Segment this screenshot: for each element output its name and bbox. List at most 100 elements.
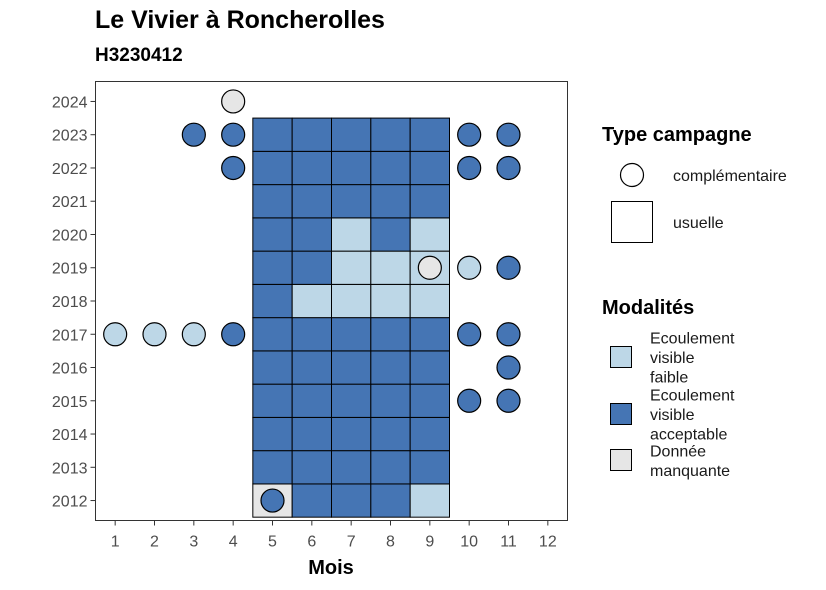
tile-2013-5 — [252, 450, 293, 485]
tile-2021-6 — [291, 184, 332, 219]
y-tick-label: 2013 — [52, 460, 88, 477]
tile-2014-5 — [252, 416, 293, 452]
tile-2021-7 — [331, 184, 372, 219]
y-tick-label: 2020 — [52, 227, 88, 244]
tile-2022-7 — [331, 150, 372, 186]
x-tick-label: 9 — [425, 534, 434, 551]
y-tick-label: 2024 — [52, 94, 88, 111]
legend-type-label: complémentaire — [673, 168, 787, 185]
tile-2013-8 — [370, 450, 411, 485]
tile-2016-8 — [370, 350, 411, 385]
point-2016-11 — [496, 355, 521, 380]
tile-2016-9 — [409, 350, 450, 385]
tile-2021-5 — [252, 184, 293, 219]
point-2023-10 — [457, 122, 482, 147]
tile-2015-8 — [370, 383, 411, 418]
y-tick-label: 2019 — [52, 261, 88, 278]
tile-2023-9 — [409, 117, 450, 152]
point-2022-4 — [221, 155, 246, 181]
tile-2022-5 — [252, 150, 293, 186]
point-2015-11 — [496, 388, 521, 413]
x-tick-label: 4 — [229, 534, 238, 551]
tile-2019-8 — [370, 250, 411, 285]
y-tick-label: 2015 — [52, 394, 88, 411]
point-2023-4 — [221, 122, 246, 147]
tile-2020-9 — [409, 217, 450, 252]
legend-type-label: usuelle — [673, 215, 724, 232]
legend-modalite-label: Ecoulement — [650, 388, 735, 405]
point-2017-4 — [221, 322, 246, 347]
point-2022-11 — [496, 155, 521, 181]
y-tick-label: 2016 — [52, 361, 88, 378]
tile-2018-5 — [252, 283, 293, 319]
tile-2019-6 — [291, 250, 332, 285]
tile-2017-5 — [252, 317, 293, 352]
tile-2018-7 — [331, 283, 372, 319]
legend-type-circle-key — [619, 162, 645, 188]
tile-2020-8 — [370, 217, 411, 252]
legend-modalite-label: manquante — [650, 463, 730, 480]
y-tick-label: 2023 — [52, 128, 88, 145]
chart-subtitle: H3230412 — [95, 45, 183, 66]
tile-2015-6 — [291, 383, 332, 418]
y-tick-label: 2022 — [52, 161, 88, 178]
tile-2017-8 — [370, 317, 411, 352]
point-2017-11 — [496, 322, 521, 347]
tile-2013-9 — [409, 450, 450, 485]
x-tick-label: 1 — [111, 534, 120, 551]
tile-2023-5 — [252, 117, 293, 152]
legend-modalite-label: acceptable — [650, 427, 727, 444]
tile-2014-9 — [409, 416, 450, 452]
x-tick-label: 12 — [539, 534, 557, 551]
tile-2015-5 — [252, 383, 293, 418]
point-2019-11 — [496, 255, 521, 280]
plot-marks — [103, 89, 521, 518]
tile-2023-6 — [291, 117, 332, 152]
tile-2021-9 — [409, 184, 450, 219]
x-tick-label: 10 — [460, 534, 478, 551]
tile-2018-6 — [291, 283, 332, 319]
point-2023-3 — [181, 122, 206, 147]
legend-modalites-title: Modalités — [602, 297, 694, 319]
point-2019-9 — [417, 255, 442, 280]
x-tick-label: 5 — [268, 534, 277, 551]
tile-2015-9 — [409, 383, 450, 418]
tile-2018-9 — [409, 283, 450, 319]
legend-type-title: Type campagne — [602, 124, 752, 146]
tile-2016-6 — [291, 350, 332, 385]
tile-2015-7 — [331, 383, 372, 418]
tile-2017-9 — [409, 317, 450, 352]
y-tick-label: 2017 — [52, 327, 88, 344]
legend-modalite-label: visible — [650, 350, 695, 367]
tile-2020-5 — [252, 217, 293, 252]
tile-2022-8 — [370, 150, 411, 186]
tile-2019-7 — [331, 250, 372, 285]
tile-2012-8 — [370, 483, 411, 518]
tile-2020-7 — [331, 217, 372, 252]
legend-modalite-label: Ecoulement — [650, 331, 735, 348]
y-tick-label: 2014 — [52, 427, 88, 444]
legend-modalite-label: visible — [650, 407, 695, 424]
tile-2016-5 — [252, 350, 293, 385]
tile-2012-7 — [331, 483, 372, 518]
tile-2023-8 — [370, 117, 411, 152]
legend-modalite-key-acceptable — [610, 403, 632, 425]
legends: Type campagne complémentaire usuelle Modali… — [602, 124, 787, 480]
tile-2014-8 — [370, 416, 411, 452]
chart-title: Le Vivier à Roncherolles — [95, 6, 385, 34]
y-tick-label: 2018 — [52, 294, 88, 311]
point-2017-2 — [142, 322, 167, 347]
legend-modalite-key-manquante — [610, 449, 632, 471]
tile-2017-7 — [331, 317, 372, 352]
x-tick-label: 11 — [500, 534, 517, 551]
tile-2023-7 — [331, 117, 372, 152]
x-tick-label: 6 — [307, 534, 316, 551]
point-2022-10 — [457, 155, 482, 181]
tile-2017-6 — [291, 317, 332, 352]
point-2012-5 — [260, 488, 285, 513]
tile-2014-7 — [331, 416, 372, 452]
point-2024-4 — [221, 89, 246, 114]
tile-2018-8 — [370, 283, 411, 319]
point-2023-11 — [496, 122, 521, 147]
point-2015-10 — [457, 388, 482, 413]
